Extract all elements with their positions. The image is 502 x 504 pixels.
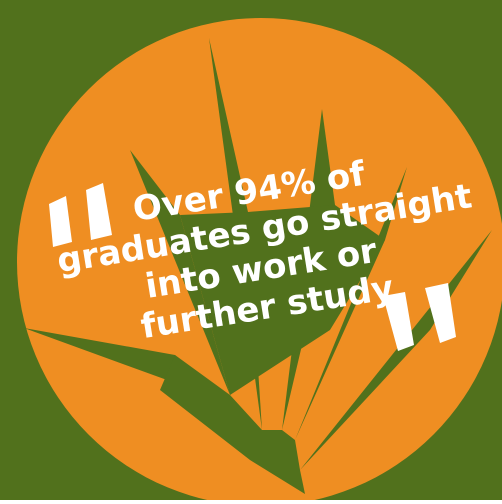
leaf-left-mid — [130, 150, 230, 395]
close-quote-icon — [383, 283, 456, 351]
leaf-left-low — [24, 328, 200, 392]
leaf-right-upper — [295, 167, 407, 440]
leaf-base — [160, 355, 305, 494]
open-quote-icon — [49, 183, 112, 247]
leaf-core — [180, 205, 385, 395]
